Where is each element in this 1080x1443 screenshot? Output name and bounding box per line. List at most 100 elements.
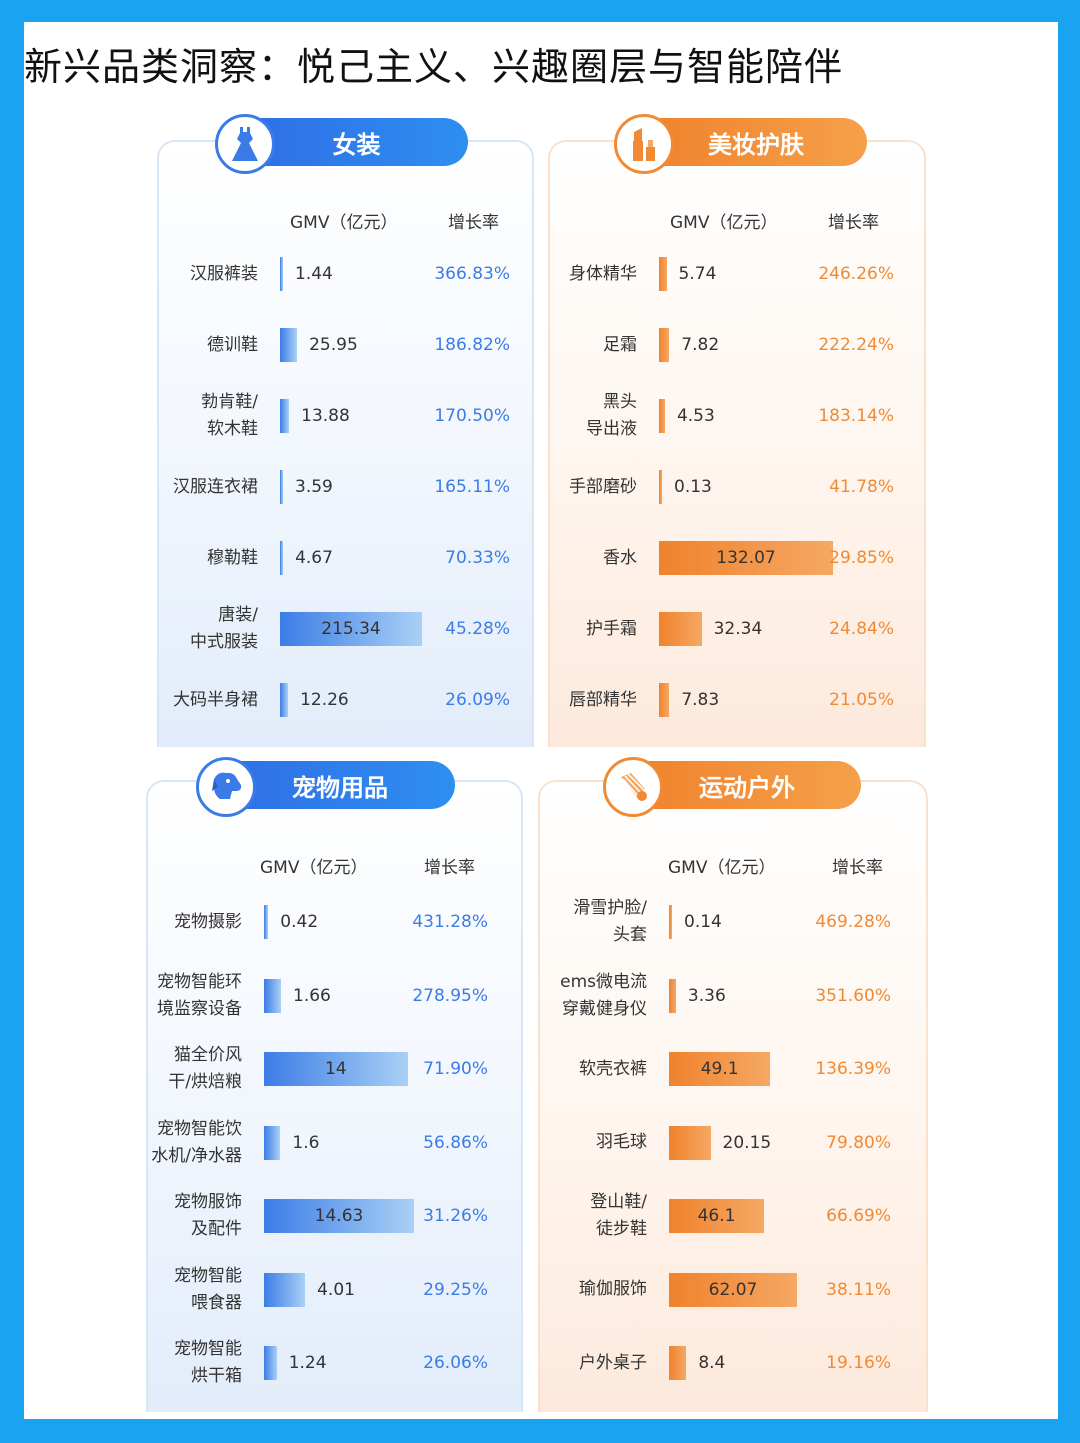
category-label: 汉服连衣裙 — [173, 476, 258, 497]
gmv-bar — [659, 683, 670, 717]
chart-row: 大码半身裙 12.26 26.09% — [0, 670, 1080, 730]
category-label: 德训鞋 — [207, 334, 258, 355]
gmv-bar — [659, 470, 662, 504]
gmv-bar — [264, 1346, 277, 1380]
chart-row: 穆勒鞋 4.67 70.33% — [0, 528, 1080, 588]
panel-pet-supplies — [146, 780, 523, 1412]
gmv-value-label: 25.95 — [309, 335, 358, 355]
panel-title-pill: 美妆护肤 — [645, 118, 867, 166]
growth-rate-label: 56.86% — [423, 1132, 488, 1153]
category-label: 手部磨砂 — [569, 476, 637, 497]
gmv-bar — [659, 328, 670, 362]
dog-icon — [196, 757, 256, 817]
growth-rate-label: 41.78% — [829, 477, 894, 497]
growth-rate-label: 29.25% — [423, 1279, 488, 1300]
category-label: 羽毛球 — [596, 1132, 647, 1152]
growth-rate-label: 79.80% — [826, 1132, 891, 1153]
gmv-value-label: 20.15 — [722, 1132, 772, 1153]
chart-row: 唐装/ 中式服装 215.34 45.28% — [0, 599, 1080, 659]
panel-title-pill: 运动户外 — [633, 761, 861, 809]
gmv-value-label: 14.63 — [314, 1206, 364, 1226]
gmv-bar — [280, 328, 298, 362]
category-label: 户外桌子 — [579, 1352, 647, 1373]
category-label: 宠物智能 烘干箱 — [174, 1339, 242, 1386]
lipstick-icon — [614, 114, 674, 174]
header-growth: 增长率 — [448, 213, 499, 233]
growth-rate-label: 165.11% — [434, 477, 510, 497]
growth-rate-label: 431.28% — [412, 912, 488, 932]
category-label: 猫全价风 干/烘焙粮 — [168, 1045, 242, 1092]
panel-title-pill: 宠物用品 — [225, 761, 455, 809]
header-gmv: GMV（亿元） — [290, 213, 398, 233]
header-growth: 增长率 — [832, 858, 883, 878]
growth-rate-label: 26.09% — [445, 690, 510, 710]
gmv-value-label: 0.42 — [280, 912, 319, 932]
growth-rate-label: 21.05% — [829, 690, 894, 710]
dress-icon — [215, 114, 275, 174]
gmv-value-label: 14 — [324, 1059, 347, 1079]
panel-title: 宠物用品 — [292, 773, 388, 802]
gmv-bar — [280, 257, 283, 291]
chart-row: 香水 132.07 29.85% — [0, 528, 1080, 588]
chart-row: 宠物摄影 0.42 431.28% — [0, 892, 1080, 952]
category-label: 身体精华 — [569, 263, 637, 284]
gmv-value-label: 7.82 — [681, 335, 720, 355]
gmv-bar — [264, 1272, 306, 1307]
chart-row: 宠物智能饮 水机/净水器 1.6 56.86% — [0, 1113, 1080, 1173]
gmv-bar — [669, 1346, 687, 1380]
gmv-bar — [264, 905, 269, 939]
growth-rate-label: 29.85% — [829, 548, 894, 568]
category-label: 滑雪护脸/ 头套 — [573, 898, 647, 945]
gmv-bar — [280, 683, 289, 717]
gmv-value-label: 7.83 — [681, 690, 720, 710]
gmv-value-label: 1.24 — [288, 1353, 327, 1373]
gmv-bar — [669, 1052, 771, 1086]
category-label: ems微电流 穿戴健身仪 — [560, 971, 647, 1019]
header-growth: 增长率 — [828, 213, 879, 233]
gmv-value-label: 5.74 — [678, 264, 717, 284]
growth-rate-label: 222.24% — [818, 335, 894, 355]
panel-title-pill: 女装 — [245, 118, 468, 166]
shuttlecock-icon — [603, 757, 663, 817]
growth-rate-label: 469.28% — [815, 912, 891, 932]
panel-title: 运动户外 — [699, 773, 795, 802]
gmv-value-label: 32.34 — [713, 619, 763, 639]
growth-rate-label: 38.11% — [826, 1279, 891, 1300]
gmv-bar — [659, 612, 702, 646]
chart-row: 黑头 导出液 4.53 183.14% — [0, 386, 1080, 446]
gmv-bar — [659, 399, 665, 433]
category-label: 大码半身裙 — [173, 689, 258, 710]
category-label: 足霜 — [603, 334, 637, 355]
chart-row: 登山鞋/ 徒步鞋 46.1 66.69% — [0, 1186, 1080, 1246]
chart-row: 汉服连衣裙 3.59 165.11% — [0, 457, 1080, 517]
growth-rate-label: 183.14% — [818, 406, 894, 426]
gmv-value-label: 49.1 — [700, 1059, 739, 1079]
gmv-bar — [280, 470, 283, 504]
gmv-value-label: 62.07 — [708, 1279, 758, 1300]
category-label: 勃肯鞋/ 软木鞋 — [201, 392, 258, 439]
chart-row: 宠物智能环 境监察设备 1.66 278.95% — [0, 966, 1080, 1026]
gmv-bar — [264, 978, 282, 1013]
category-label: 宠物智能环 境监察设备 — [157, 971, 242, 1019]
panel-title: 女装 — [332, 130, 381, 159]
growth-rate-label: 246.26% — [818, 264, 894, 284]
category-label: 穆勒鞋 — [207, 547, 258, 568]
growth-rate-label: 366.83% — [434, 264, 510, 284]
gmv-value-label: 8.4 — [698, 1353, 726, 1373]
chart-row: 瑜伽服饰 62.07 38.11% — [0, 1260, 1080, 1320]
gmv-bar — [264, 1052, 408, 1086]
chart-row: 滑雪护脸/ 头套 0.14 469.28% — [0, 892, 1080, 952]
gmv-bar — [669, 1199, 765, 1233]
gmv-value-label: 3.36 — [687, 985, 726, 1006]
growth-rate-label: 351.60% — [815, 985, 891, 1006]
gmv-value-label: 3.59 — [295, 477, 333, 497]
gmv-value-label: 0.13 — [674, 477, 712, 497]
growth-rate-label: 26.06% — [423, 1353, 488, 1373]
gmv-bar — [669, 1272, 797, 1307]
gmv-bar — [669, 1125, 711, 1160]
gmv-value-label: 0.14 — [684, 912, 722, 932]
chart-row: 宠物智能 烘干箱 1.24 26.06% — [0, 1333, 1080, 1393]
panel-sports-outdoor — [538, 780, 928, 1412]
header-gmv: GMV（亿元） — [670, 213, 778, 233]
growth-rate-label: 19.16% — [826, 1353, 891, 1373]
